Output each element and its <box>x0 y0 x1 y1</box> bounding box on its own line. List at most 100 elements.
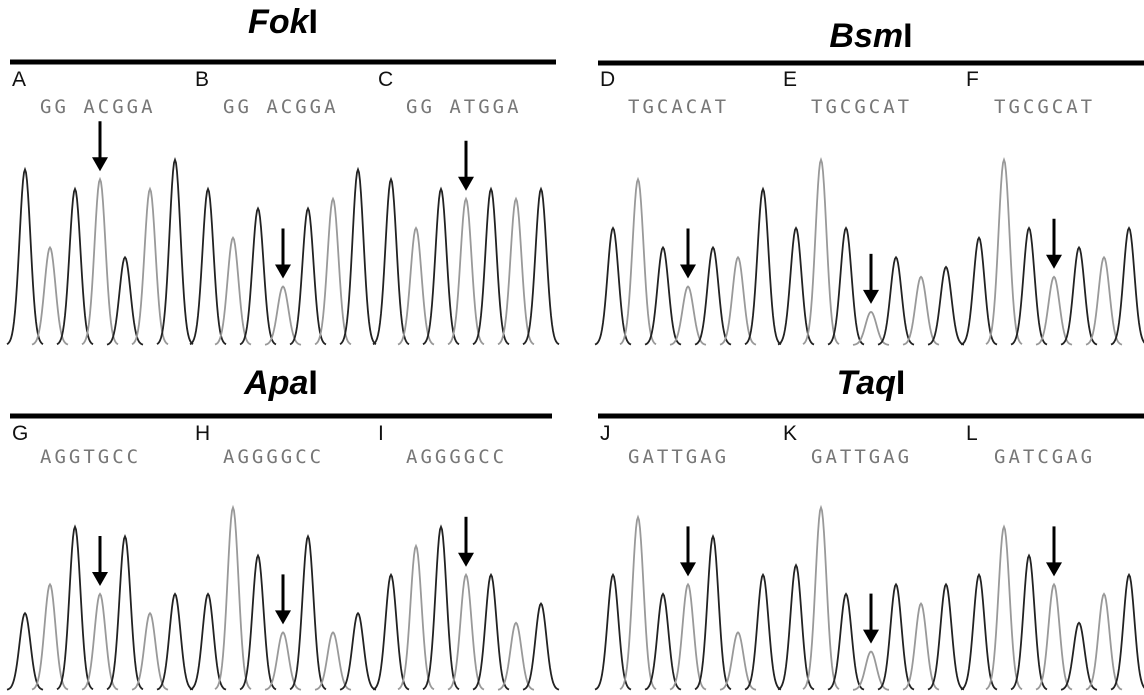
chromatogram-peak <box>1086 594 1122 690</box>
arrow-head <box>680 562 696 576</box>
chromatogram-peak <box>1036 584 1072 689</box>
arrow-head <box>863 630 879 644</box>
sequence: AGGTGCC <box>40 446 141 468</box>
sequence: GG ATGGA <box>406 96 522 118</box>
chromatogram-peak <box>157 594 193 690</box>
chromatogram-peak <box>695 248 731 345</box>
chromatogram-peak <box>803 160 839 344</box>
chromatogram-peak <box>290 209 326 345</box>
arrow-head <box>458 553 474 567</box>
chromatogram-peak <box>215 508 251 690</box>
arrow-head <box>863 290 879 304</box>
sequence: GG ACGGA <box>223 96 339 118</box>
chromatogram-peak <box>523 604 559 690</box>
chromatogram-peak <box>107 536 143 689</box>
title-italic: Bsm <box>829 17 903 55</box>
chromatogram-peak <box>878 584 914 689</box>
chromatogram-peak <box>523 189 559 344</box>
sequence: GATTGAG <box>628 446 729 468</box>
sequence: TGCGCAT <box>994 96 1095 118</box>
title-italic: Apa <box>243 364 308 402</box>
chromatogram-peak <box>620 517 656 689</box>
chromatogram-peak <box>903 277 939 345</box>
chromatogram-peak <box>928 267 964 345</box>
title-plain: I <box>896 364 905 402</box>
arrow-head <box>92 572 108 586</box>
chromatogram-peak <box>373 179 409 344</box>
chromatogram-peak <box>903 604 939 690</box>
panel-label: F <box>966 68 979 91</box>
chromatogram-peak <box>878 257 914 344</box>
arrow-head <box>92 157 108 171</box>
panel-label: L <box>966 422 978 445</box>
chromatogram-peak <box>473 575 509 690</box>
panel-label: I <box>378 422 384 445</box>
arrow-head <box>458 177 474 191</box>
chromatogram-peak <box>1111 575 1144 690</box>
chromatogram-peak <box>315 199 351 344</box>
chromatogram-peak <box>57 189 93 344</box>
chromatogram-peak <box>745 189 781 344</box>
panel-label: A <box>12 68 26 91</box>
sequence: TGCACAT <box>628 96 729 118</box>
chromatogram-peak <box>398 546 434 689</box>
panel-label: G <box>12 422 28 445</box>
chromatogram-peak <box>240 556 276 690</box>
arrow-head <box>275 610 291 624</box>
section-title: BsmI <box>829 17 912 55</box>
title-plain: I <box>308 364 317 402</box>
arrow-head <box>1046 255 1062 269</box>
arrow-head <box>275 265 291 279</box>
chromatogram-peak <box>240 209 276 345</box>
section-title: TaqI <box>837 364 906 402</box>
panel-label: K <box>783 422 797 445</box>
panel-label: D <box>600 68 615 91</box>
chromatogram-peak <box>1011 556 1047 690</box>
title-italic: Taq <box>837 364 896 402</box>
chromatogram-peak <box>928 584 964 689</box>
chromatogram-peak <box>373 575 409 690</box>
section-title: ApaI <box>243 364 318 402</box>
chromatogram-peak <box>57 527 93 690</box>
title-plain: I <box>309 3 318 41</box>
chromatogram-peak <box>620 179 656 344</box>
panel-label: C <box>378 68 393 91</box>
chromatogram-peak <box>340 170 376 345</box>
chromatogram-peak <box>1086 257 1122 344</box>
chromatogram-peak <box>7 170 43 345</box>
arrow-head <box>680 265 696 279</box>
title-italic: Fok <box>248 3 311 41</box>
chromatogram-peak <box>448 199 484 344</box>
figure: FokIAGG ACGGABGG ACGGACGG ATGGABsmIDTGCA… <box>0 0 1144 695</box>
chromatogram-peak <box>1061 248 1097 345</box>
sequence: GG ACGGA <box>40 96 156 118</box>
sequence: GATTGAG <box>811 446 912 468</box>
panel-label: E <box>783 68 797 91</box>
panel-label: J <box>600 422 611 445</box>
panel-label: B <box>195 68 209 91</box>
chromatogram-peak <box>1111 228 1144 345</box>
chromatogram-peak <box>473 189 509 344</box>
chromatogram-peak <box>423 527 459 690</box>
title-plain: I <box>903 17 912 55</box>
chromatogram-peak <box>498 199 534 344</box>
chromatogram-peak <box>695 536 731 689</box>
chromatogram-peak <box>82 179 118 344</box>
section-title: FokI <box>248 3 318 41</box>
chromatogram-peak <box>803 508 839 690</box>
panel-label: H <box>195 422 210 445</box>
sequence: AGGGGCC <box>406 446 507 468</box>
chromatogram-peak <box>290 536 326 689</box>
chromatogram-peak <box>745 575 781 690</box>
chromatogram-peak <box>423 189 459 344</box>
chromatogram-peak <box>190 189 226 344</box>
arrow-head <box>1046 562 1062 576</box>
chromatogram-peak <box>157 160 193 344</box>
sequence: AGGGGCC <box>223 446 324 468</box>
sequence: TGCGCAT <box>811 96 912 118</box>
chromatogram-peak <box>132 189 168 344</box>
chromatogram-peak <box>340 613 376 690</box>
chromatogram-peak <box>986 527 1022 690</box>
sequence: GATCGAG <box>994 446 1095 468</box>
chromatogram-peak <box>986 160 1022 344</box>
